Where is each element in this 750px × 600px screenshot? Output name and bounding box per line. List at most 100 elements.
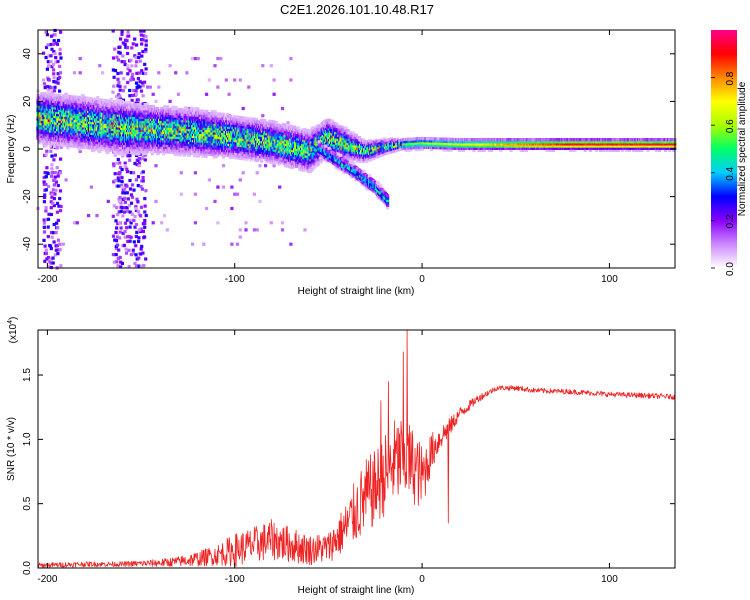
spectrogram-cell — [57, 204, 61, 208]
spectrogram-cell — [137, 264, 141, 268]
spectrogram-cell — [126, 239, 130, 243]
spectrogram-cell — [261, 64, 265, 68]
spectrogram-cell — [186, 151, 190, 155]
spectrogram-cell — [121, 41, 125, 45]
spectrogram-cell — [52, 197, 56, 201]
spectrogram-cell — [106, 199, 110, 203]
spectrogram-cell — [58, 75, 62, 80]
spectrogram-cell — [252, 192, 256, 196]
spectrogram-cell — [130, 150, 134, 154]
spectrogram-cell — [116, 243, 120, 247]
spectrogram-cell — [233, 192, 237, 196]
spectrogram-cell — [64, 178, 68, 182]
spectrogram-cell — [216, 57, 220, 61]
spectrogram-cell — [116, 77, 120, 81]
spectrogram-cell — [52, 140, 57, 144]
spectrogram-cell — [42, 230, 47, 234]
spectrogram-cell — [143, 62, 147, 66]
spectrogram-cell — [235, 242, 240, 246]
spectrogram-cell — [220, 114, 224, 118]
spectrogram-cell — [238, 235, 242, 239]
spectrogram-cell — [50, 65, 54, 69]
spectrogram-cell — [42, 175, 46, 179]
spectrogram-cell — [145, 150, 149, 154]
spectrogram-cell — [116, 264, 120, 268]
spectrogram-cell — [42, 238, 46, 242]
spectrogram-cell — [133, 150, 137, 154]
spectrogram-cell — [185, 71, 189, 75]
spectrogram-cell — [52, 204, 56, 208]
spectrogram-cell — [200, 152, 204, 156]
spectrogram-cell — [130, 98, 134, 102]
spectrogram-cell — [63, 94, 67, 98]
spectrogram-cell — [115, 100, 119, 104]
spectrogram-cell — [143, 218, 147, 223]
spectrogram-cell — [139, 214, 143, 218]
spectrogram-cell — [143, 221, 147, 225]
spectrogram-cell — [258, 199, 262, 203]
spectrogram-cell — [193, 154, 197, 158]
spectrogram-cell — [233, 78, 237, 82]
spectrogram-cell — [126, 51, 130, 56]
spectrogram-cell — [129, 193, 133, 197]
spectrogram-cell — [70, 142, 74, 146]
spectrogram-cell — [196, 107, 200, 111]
spectrogram-cell — [193, 192, 197, 196]
spectrogram-cell — [59, 264, 63, 268]
spectrogram-cell — [139, 247, 143, 251]
spectrogram-cell — [135, 43, 139, 47]
spectrogram-cell — [137, 156, 141, 161]
spectrogram-cell — [193, 221, 197, 225]
spectrogram-cell — [52, 80, 56, 84]
spectrogram-cell — [136, 103, 140, 107]
spectrogram-cell — [139, 105, 143, 109]
spectrogram-cell — [144, 72, 148, 76]
spectrogram-cell — [128, 101, 132, 105]
spectrogram-cell — [58, 47, 62, 51]
spectrogram-cell — [50, 171, 54, 175]
spectrogram-cell — [113, 153, 117, 157]
spectrogram-cell — [59, 145, 63, 149]
spectrogram-cell — [96, 96, 100, 100]
spectrogram-cell — [49, 42, 53, 47]
spectrogram-cell — [127, 34, 131, 38]
spectrogram-cell — [123, 200, 127, 204]
spectrogram-cell — [101, 71, 105, 75]
spectrogram-cell — [177, 151, 181, 155]
spectrogram-cell — [119, 71, 123, 75]
spectrogram-cell — [123, 164, 127, 168]
spectrogram-cell — [117, 171, 122, 175]
spectrogram-cell — [59, 209, 63, 213]
spectrogram-cell — [41, 141, 45, 145]
spectrogram-cell — [54, 248, 58, 252]
spectrogram-cell — [136, 84, 140, 88]
spectrogram-cell — [92, 149, 96, 153]
spectrogram-cell — [202, 242, 206, 246]
spectrogram-cell — [118, 84, 122, 88]
spectrogram-cell — [44, 45, 49, 50]
spectrogram-cell — [141, 102, 145, 106]
spectrogram-cell — [55, 221, 59, 225]
spectrogram-cell — [126, 101, 130, 105]
spectrogram-cell — [135, 150, 139, 154]
spectrogram-cell — [145, 102, 149, 107]
spectrogram-cell — [81, 145, 85, 149]
spectrogram-cell — [49, 257, 53, 261]
spectrogram-cell — [53, 85, 57, 89]
spectrogram-cell — [78, 57, 82, 61]
spectrogram-cell — [137, 150, 141, 154]
spectrogram-cell — [139, 227, 143, 231]
spectrogram-cell — [42, 82, 46, 86]
spectrogram-cell — [49, 261, 53, 265]
spectrogram-cell — [54, 56, 58, 60]
spectrogram-cell — [132, 240, 136, 244]
spectrogram-cell — [49, 212, 53, 217]
spectrogram-cell — [42, 200, 46, 204]
spectrogram-cell — [116, 235, 120, 239]
spectrogram-cell — [117, 179, 121, 183]
spectrogram-cell — [94, 97, 98, 101]
spectrogram-cell — [50, 192, 54, 196]
spectrogram-cell — [54, 80, 58, 84]
spectrogram-cell — [126, 67, 130, 71]
spectrogram-cell — [137, 236, 141, 240]
